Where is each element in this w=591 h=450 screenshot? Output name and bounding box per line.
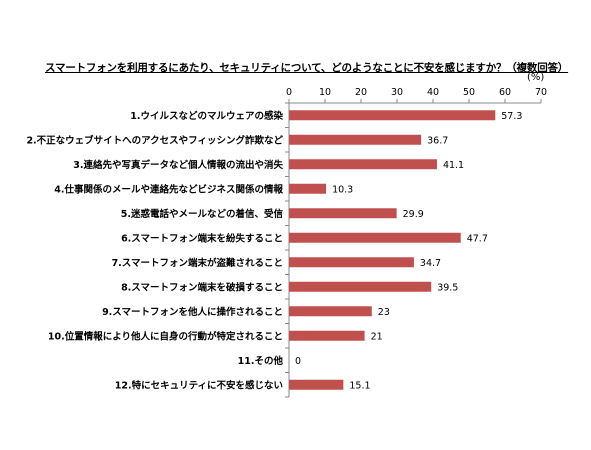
category-label: 3.連絡先や写真データなど個人情報の流出や消失 — [73, 159, 283, 171]
data-label: 57.3 — [501, 111, 522, 122]
bar — [289, 257, 414, 268]
bar — [289, 208, 397, 219]
data-label: 41.1 — [443, 160, 464, 171]
category-label: 1.ウイルスなどのマルウェアの感染 — [130, 110, 283, 122]
x-tick-label: 50 — [463, 87, 475, 98]
bar — [289, 110, 496, 121]
data-label: 36.7 — [427, 135, 448, 146]
data-label: 34.7 — [420, 258, 441, 269]
bar — [289, 281, 432, 292]
category-label: 11.その他 — [238, 355, 284, 367]
x-tick-label: 0 — [286, 87, 292, 98]
category-label: 10.位置情報により他人に自身の行動が特定されること — [48, 330, 283, 342]
x-tick-label: 60 — [499, 87, 511, 98]
category-label: 6.スマートフォン端末を紛失すること — [121, 232, 283, 244]
chart-title: スマートフォンを利用するにあたり、セキュリティについて、どのようなことに不安を感… — [45, 62, 569, 74]
bar — [289, 306, 372, 317]
data-label: 21 — [371, 331, 383, 342]
category-label: 2.不正なウェブサイトへのアクセスやフィッシング詐欺など — [26, 134, 283, 146]
x-tick-label: 40 — [427, 87, 439, 98]
bar — [289, 159, 437, 170]
data-label: 47.7 — [467, 233, 488, 244]
x-tick-label: 10 — [319, 87, 331, 98]
x-tick-label: 30 — [391, 87, 403, 98]
data-label: 15.1 — [349, 380, 370, 391]
category-label: 7.スマートフォン端末が盗難されること — [112, 257, 283, 269]
category-label: 4.仕事関係のメールや連絡先などビジネス関係の情報 — [54, 183, 283, 195]
category-label: 12.特にセキュリティに不安を感じない — [115, 379, 283, 391]
bar — [289, 330, 365, 341]
data-label: 29.9 — [403, 209, 424, 220]
category-label: 5.迷惑電話やメールなどの着信、受信 — [121, 208, 284, 220]
bar — [289, 232, 461, 243]
unit-label: (%) — [527, 72, 545, 83]
category-label: 9.スマートフォンを他人に操作されること — [102, 306, 283, 318]
data-label: 0 — [295, 356, 301, 367]
bar — [289, 183, 327, 194]
x-tick-label: 70 — [535, 87, 547, 98]
x-tick-label: 20 — [355, 87, 367, 98]
bar — [289, 134, 422, 145]
data-label: 39.5 — [437, 282, 458, 293]
data-label: 10.3 — [332, 184, 353, 195]
category-label: 8.スマートフォン端末を破損すること — [121, 281, 283, 293]
bar — [289, 379, 344, 390]
data-label: 23 — [378, 307, 390, 318]
